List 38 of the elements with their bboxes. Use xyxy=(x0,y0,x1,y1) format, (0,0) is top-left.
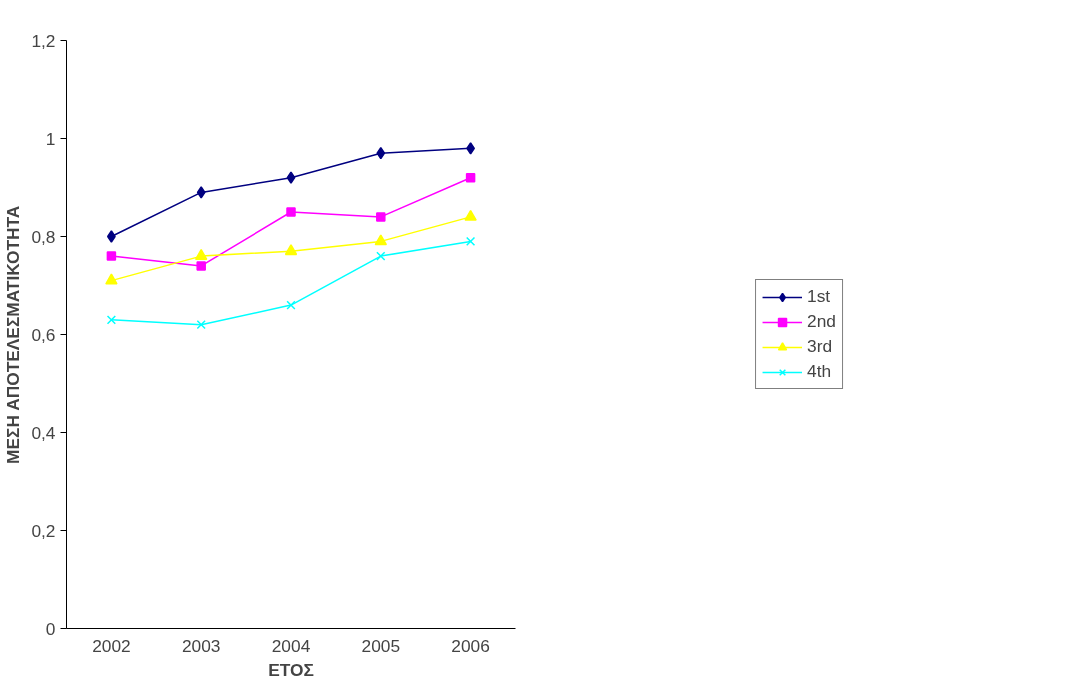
y-tick-label: 1 xyxy=(45,128,56,149)
point xyxy=(194,249,208,261)
y-tick-label: 0,2 xyxy=(31,520,56,541)
y-tick-label: 1,2 xyxy=(31,30,56,51)
y-tick-label: 0,8 xyxy=(31,226,56,247)
legend-label: 2nd xyxy=(807,311,836,332)
x-tick-label: 2004 xyxy=(271,635,311,656)
point xyxy=(286,207,296,217)
legend-label: 4th xyxy=(807,361,832,382)
legend-label: 1st xyxy=(807,286,831,307)
point xyxy=(286,171,296,184)
point xyxy=(466,142,476,155)
point xyxy=(106,230,116,243)
x-tick-label: 2003 xyxy=(181,635,221,656)
point xyxy=(376,146,386,160)
point xyxy=(376,212,386,222)
y-tick-label: 0,6 xyxy=(31,324,56,345)
point xyxy=(196,186,206,199)
point xyxy=(465,172,476,183)
point xyxy=(284,244,298,256)
point xyxy=(464,209,477,221)
y-axis-title: ΜΕΣΗ ΑΠΟΤΕΛΕΣΜΑΤΙΚΟΤΗΤΑ xyxy=(3,205,24,464)
y-tick-label: 0 xyxy=(45,618,56,639)
point xyxy=(374,234,388,246)
legend-label: 3rd xyxy=(807,336,833,357)
x-tick-label: 2006 xyxy=(451,635,490,656)
x-tick-label: 2002 xyxy=(92,635,131,656)
point xyxy=(106,251,117,261)
point xyxy=(196,320,206,330)
point xyxy=(465,236,476,247)
point xyxy=(105,273,118,285)
point xyxy=(286,300,296,310)
y-tick-label: 0,4 xyxy=(31,422,56,443)
point xyxy=(376,251,386,261)
x-tick-label: 2005 xyxy=(361,635,401,656)
point xyxy=(196,261,206,271)
x-axis-title: ΕΤΟΣ xyxy=(268,659,314,680)
point xyxy=(106,315,117,325)
